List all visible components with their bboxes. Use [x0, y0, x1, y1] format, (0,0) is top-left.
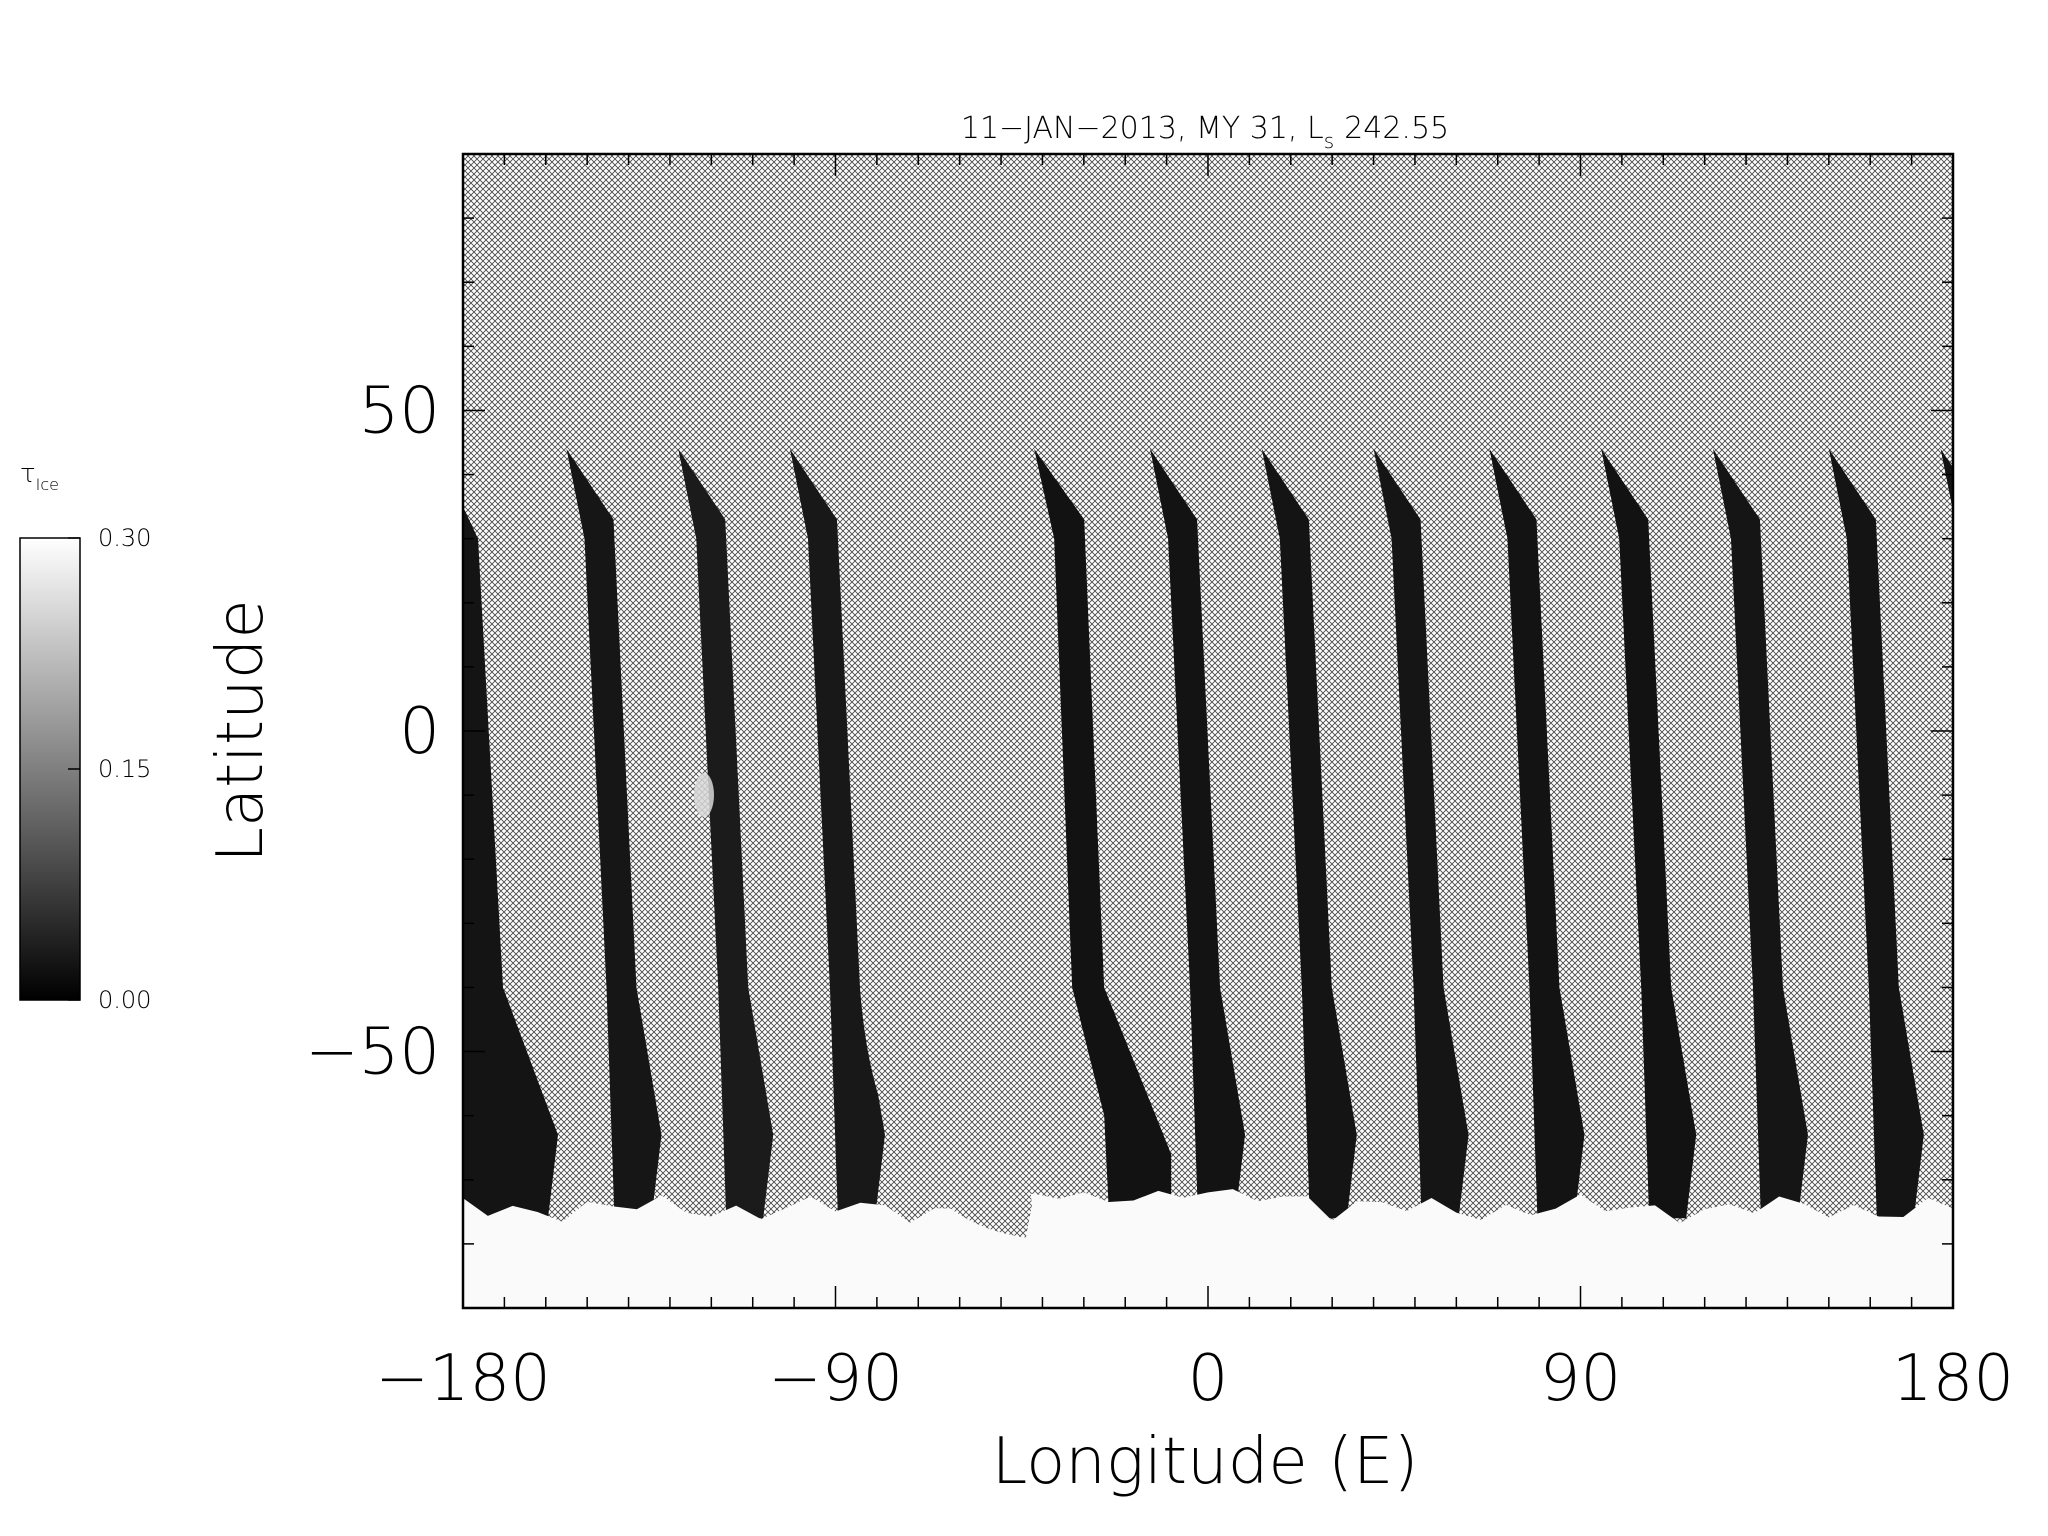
swath	[566, 448, 662, 1219]
swath	[1601, 448, 1697, 1219]
swath	[1712, 448, 1808, 1219]
plot-area	[463, 154, 1953, 1308]
x-tick-labels: −180 −90 0 90 180	[375, 1342, 2014, 1416]
colorbar-label: τIce	[20, 459, 59, 494]
colorbar-tick-label: 0.00	[98, 986, 151, 1014]
swath	[1150, 448, 1246, 1219]
swath	[1261, 448, 1357, 1219]
swath	[1373, 448, 1469, 1219]
colorbar-tick-label: 0.15	[98, 755, 151, 783]
chart-title: 11−JAN−2013, MY 31, Ls 242.55	[961, 111, 1449, 153]
title-main: 11−JAN−2013, MY 31, L	[961, 111, 1324, 146]
swath	[789, 448, 885, 1219]
colorbar-ticks: 0.00 0.15 0.30	[68, 524, 151, 1014]
polar-gap-hatch	[859, 987, 1032, 1238]
swath	[1034, 448, 1172, 1219]
colorbar-tick-label: 0.30	[98, 524, 151, 552]
x-axis-label: Longitude (E)	[992, 1425, 1419, 1499]
colorbar-symbol: τ	[20, 459, 36, 489]
y-tick-label: 0	[399, 695, 440, 769]
x-tick-label: 180	[1892, 1342, 2014, 1416]
swaths	[463, 448, 1953, 1219]
colorbar: τIce 0.00 0.15 0.30	[19, 459, 151, 1014]
swath	[678, 448, 774, 1219]
y-tick-labels: −50 0 50	[305, 374, 440, 1089]
title-subscript: s	[1324, 129, 1334, 153]
swath	[1489, 448, 1585, 1219]
x-tick-label: −180	[375, 1342, 551, 1416]
y-tick-label: −50	[305, 1016, 440, 1090]
swath	[463, 506, 558, 1219]
y-axis-label: Latitude	[204, 599, 278, 862]
x-tick-label: −90	[768, 1342, 903, 1416]
swath	[1940, 448, 1953, 511]
x-tick-label: 0	[1188, 1342, 1229, 1416]
title-value: 242.55	[1344, 111, 1449, 146]
ice-cloud-feature	[694, 773, 714, 817]
colorbar-subscript: Ice	[36, 475, 59, 494]
y-tick-label: 50	[359, 374, 440, 448]
tick-marks	[462, 153, 1954, 1309]
swath	[1828, 448, 1924, 1219]
polar-cap	[463, 1189, 1953, 1308]
x-tick-label: 90	[1540, 1342, 1621, 1416]
